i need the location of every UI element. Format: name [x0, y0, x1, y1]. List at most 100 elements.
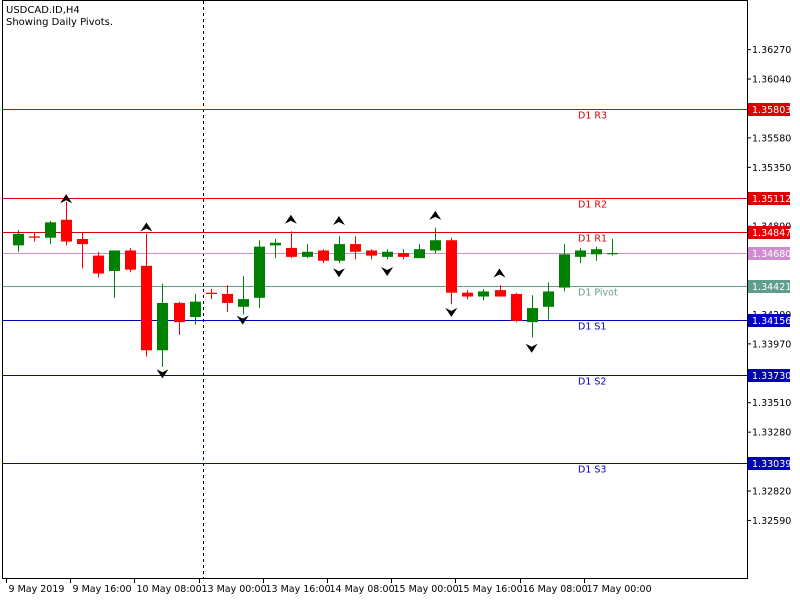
bear-candle[interactable] — [141, 233, 152, 357]
candle-body — [591, 249, 602, 255]
candle-body — [93, 255, 104, 274]
candle-body — [527, 308, 538, 323]
candle-body — [398, 253, 409, 257]
candle-body — [29, 236, 40, 238]
d1-r2-price-tag — [748, 192, 790, 205]
x-tick-label: 17 May 00:00 — [587, 584, 652, 595]
bear-candle[interactable] — [61, 201, 72, 246]
d1-pivot-price-tag-text: 1.34421 — [752, 282, 791, 293]
d1-r1-label: D1 R1 — [578, 234, 607, 245]
bear-candle[interactable] — [77, 232, 88, 269]
d1-s1-price-tag-text: 1.34156 — [752, 316, 791, 327]
d1-s2-price-tag-text: 1.33730 — [752, 371, 791, 382]
y-tick-label: 1.32590 — [752, 516, 791, 527]
fractal-down-arrow-icon — [445, 307, 458, 317]
bear-candle[interactable] — [174, 301, 185, 335]
fractals-group — [60, 194, 538, 379]
d1-pivot-price-tag — [748, 280, 790, 293]
candle-body — [607, 253, 618, 255]
bear-candle[interactable] — [93, 251, 104, 278]
bull-candle[interactable] — [478, 288, 489, 301]
candle-body — [174, 302, 185, 323]
bull-candle[interactable] — [45, 221, 56, 245]
bear-candle[interactable] — [222, 285, 233, 312]
bull-candle[interactable] — [270, 238, 281, 259]
bull-candle[interactable] — [543, 282, 554, 320]
candles-group — [13, 201, 618, 367]
bear-candle[interactable] — [398, 249, 409, 260]
candle-body — [157, 302, 168, 351]
x-tick-label: 15 May 00:00 — [394, 584, 459, 595]
y-tick-label: 1.35350 — [752, 163, 791, 174]
d1-s3-price-tag — [748, 457, 790, 470]
candle-body — [109, 250, 120, 271]
bear-candle[interactable] — [511, 292, 522, 323]
d1-r3-label: D1 R3 — [578, 111, 607, 122]
y-tick-label: 1.36270 — [752, 45, 791, 56]
fractal-up-arrow-icon — [284, 214, 297, 224]
bull-candle[interactable] — [607, 238, 618, 256]
d1-r1-price-tag — [748, 226, 790, 239]
d1-r1-price-tag-text: 1.34847 — [752, 228, 791, 239]
bull-candle[interactable] — [109, 250, 120, 298]
candle-body — [511, 293, 522, 321]
bull-candle[interactable] — [13, 230, 24, 252]
bull-candle[interactable] — [254, 240, 265, 309]
bear-candle[interactable] — [206, 288, 217, 300]
bull-candle[interactable] — [238, 276, 249, 315]
candle-body — [318, 250, 329, 261]
bull-candle[interactable] — [575, 247, 586, 264]
candle-body — [495, 290, 506, 297]
bull-candle[interactable] — [591, 246, 602, 261]
bear-candle[interactable] — [495, 285, 506, 297]
bull-candle[interactable] — [334, 236, 345, 264]
candle-body — [414, 249, 425, 259]
fractal-up-arrow-icon — [60, 194, 73, 204]
fractal-down-arrow-icon — [381, 266, 394, 276]
bear-candle[interactable] — [366, 249, 377, 260]
bear-candle[interactable] — [446, 237, 457, 305]
fractal-up-arrow-icon — [493, 268, 506, 278]
candle-body — [141, 265, 152, 351]
d1-s2-price-tag — [748, 369, 790, 382]
bear-candle[interactable] — [125, 247, 136, 273]
bear-candle[interactable] — [318, 249, 329, 264]
bull-candle[interactable] — [382, 249, 393, 260]
fractal-down-arrow-icon — [156, 369, 169, 379]
y-tick-label: 1.35580 — [752, 133, 791, 144]
candle-body — [254, 246, 265, 298]
x-tick-label: 13 May 16:00 — [266, 584, 331, 595]
x-tick-label: 9 May 16:00 — [73, 584, 132, 595]
bull-candle[interactable] — [527, 295, 538, 338]
pivot-levels-group: D1 R3 1.35803 D1 R2 1.35112 D1 R1 1.34847 D1 P… — [3, 1, 791, 578]
d1-s3-price-tag-text: 1.33039 — [752, 459, 791, 470]
candle-body — [366, 250, 377, 256]
d1-r2-price-tag-text: 1.35112 — [752, 194, 791, 205]
bull-candle[interactable] — [430, 227, 441, 254]
bear-candle[interactable] — [29, 232, 40, 242]
d1-pivot-label: D1 Pivot — [578, 288, 618, 299]
x-tick-label: 15 May 16:00 — [458, 584, 523, 595]
candle-body — [543, 291, 554, 307]
bear-candle[interactable] — [462, 290, 473, 300]
x-tick-label: 13 May 00:00 — [202, 584, 267, 595]
bear-candle[interactable] — [286, 231, 297, 259]
d1-r2-label: D1 R2 — [578, 200, 607, 211]
bull-candle[interactable] — [414, 244, 425, 259]
d1-r3-price-tag-text: 1.35803 — [752, 105, 791, 116]
candle-body — [478, 291, 489, 297]
bull-candle[interactable] — [190, 293, 201, 325]
fractal-down-arrow-icon — [525, 343, 538, 353]
bull-candle[interactable] — [302, 244, 313, 259]
bear-candle[interactable] — [350, 236, 361, 260]
x-tick-label: 14 May 08:00 — [330, 584, 395, 595]
bull-candle[interactable] — [559, 244, 570, 292]
d1-r3-price-tag — [748, 103, 790, 116]
candle-body — [222, 293, 233, 303]
plot-frame — [2, 0, 748, 579]
bull-candle[interactable] — [157, 283, 168, 367]
time-axis-group: 9 May 2019 9 May 16:00 10 May 08:00 13 May … — [6, 578, 652, 595]
fractal-down-arrow-icon — [333, 268, 345, 278]
y-tick-label: 1.36040 — [752, 75, 791, 86]
